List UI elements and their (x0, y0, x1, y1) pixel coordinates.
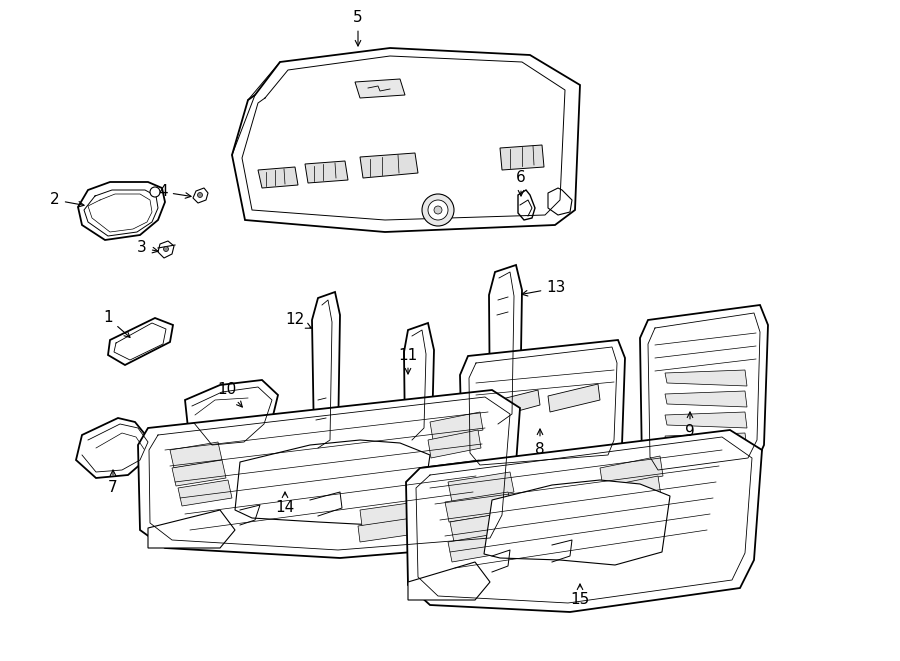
Text: 12: 12 (285, 313, 311, 329)
Text: 4: 4 (158, 184, 191, 200)
Polygon shape (185, 380, 278, 452)
Text: 8: 8 (536, 429, 544, 457)
Polygon shape (548, 384, 600, 412)
Polygon shape (258, 167, 298, 188)
Polygon shape (178, 480, 232, 506)
Polygon shape (518, 190, 535, 220)
Polygon shape (548, 188, 572, 215)
Polygon shape (193, 188, 208, 203)
Text: 11: 11 (399, 348, 418, 374)
Polygon shape (360, 153, 418, 178)
Polygon shape (404, 323, 434, 445)
Polygon shape (312, 292, 340, 452)
Polygon shape (232, 48, 580, 232)
Polygon shape (428, 430, 481, 458)
Polygon shape (600, 456, 663, 488)
Polygon shape (448, 530, 522, 562)
Polygon shape (595, 498, 661, 530)
Polygon shape (445, 492, 512, 522)
Text: 13: 13 (522, 280, 566, 296)
Polygon shape (448, 472, 514, 502)
Text: 2: 2 (50, 192, 84, 208)
Polygon shape (358, 516, 429, 542)
Polygon shape (158, 241, 174, 258)
Polygon shape (108, 318, 173, 365)
Circle shape (434, 206, 442, 214)
Polygon shape (665, 370, 747, 386)
Circle shape (422, 194, 454, 226)
Polygon shape (235, 440, 430, 525)
Polygon shape (148, 510, 235, 548)
Text: 1: 1 (104, 311, 130, 337)
Polygon shape (408, 562, 490, 600)
Polygon shape (400, 425, 450, 460)
Polygon shape (460, 340, 625, 472)
Text: 15: 15 (571, 584, 590, 607)
Polygon shape (138, 390, 520, 558)
Polygon shape (360, 500, 433, 526)
Polygon shape (484, 480, 670, 565)
Polygon shape (502, 352, 514, 368)
Text: 7: 7 (108, 470, 118, 496)
Text: 5: 5 (353, 11, 363, 46)
Polygon shape (305, 161, 348, 183)
Polygon shape (640, 305, 768, 478)
Circle shape (428, 200, 448, 220)
Polygon shape (430, 412, 483, 440)
Text: 6: 6 (516, 171, 526, 196)
Text: 3: 3 (137, 241, 158, 256)
Polygon shape (170, 442, 222, 468)
Polygon shape (598, 476, 661, 508)
Polygon shape (172, 460, 226, 486)
Polygon shape (489, 265, 522, 430)
Polygon shape (76, 418, 148, 478)
Polygon shape (355, 79, 405, 98)
Text: 9: 9 (685, 412, 695, 440)
Polygon shape (406, 430, 762, 612)
Text: 10: 10 (218, 383, 242, 407)
Polygon shape (490, 390, 540, 418)
Polygon shape (665, 433, 747, 449)
Polygon shape (665, 412, 747, 428)
Polygon shape (78, 182, 165, 240)
Polygon shape (500, 145, 544, 170)
Polygon shape (450, 510, 526, 542)
Circle shape (164, 247, 168, 251)
Polygon shape (665, 391, 747, 407)
Circle shape (197, 192, 202, 198)
Circle shape (150, 187, 160, 197)
Text: 14: 14 (275, 492, 294, 516)
